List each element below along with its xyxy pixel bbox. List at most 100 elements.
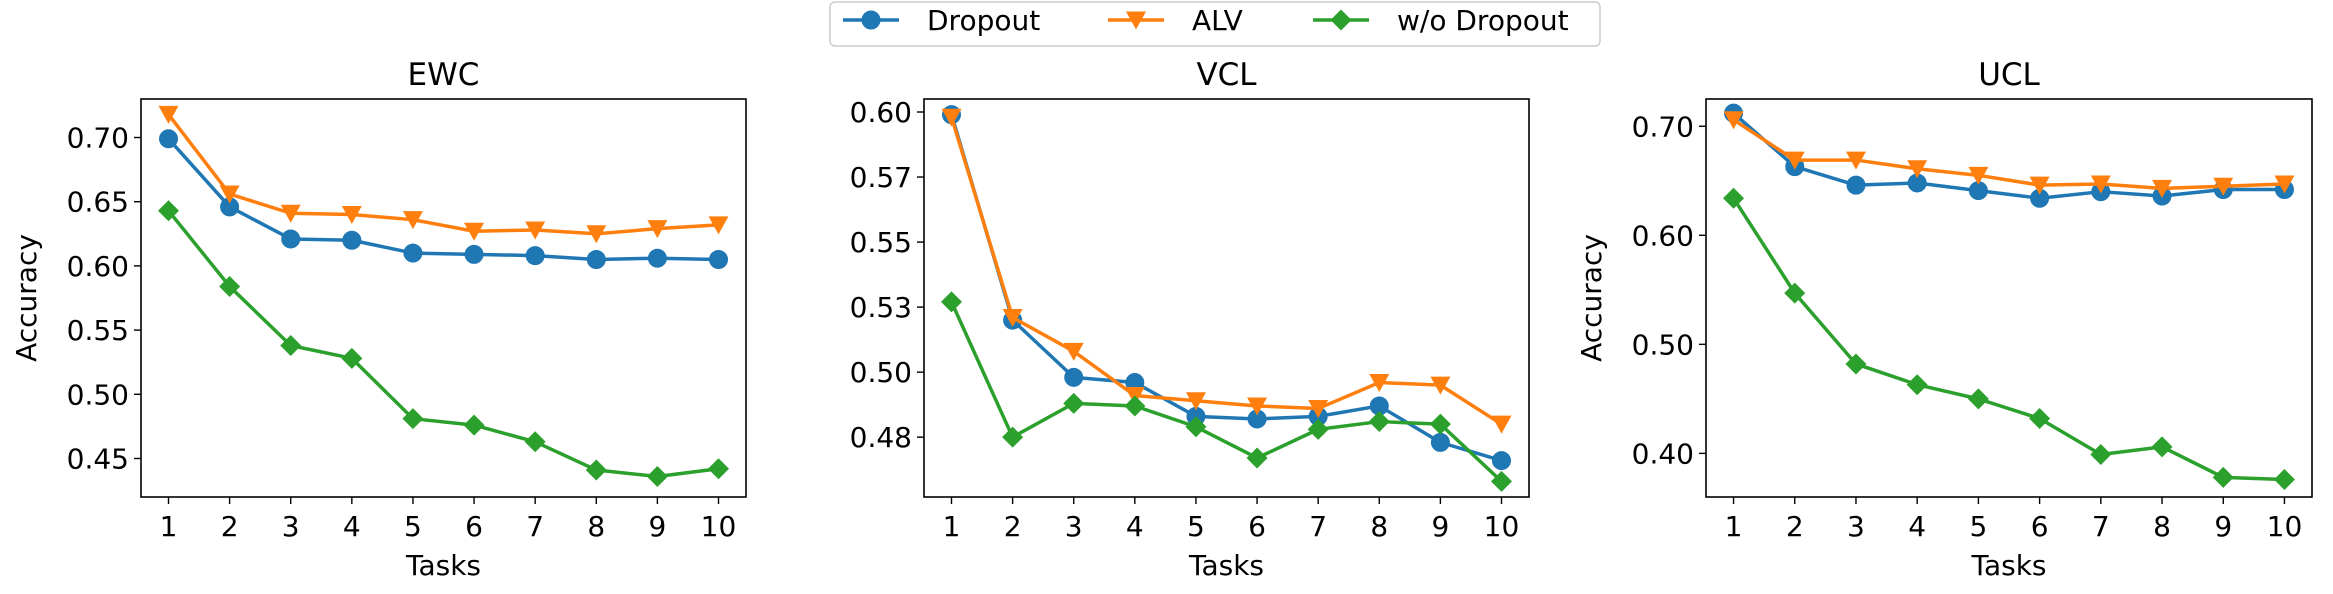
chart-title: UCL [1978, 57, 2040, 93]
data-point-alv-8 [1369, 374, 1390, 393]
x-tick-label: 9 [648, 510, 666, 543]
data-point-w-o-dropout-1 [1723, 187, 1745, 209]
x-tick-label: 2 [221, 510, 239, 543]
x-tick-label: 10 [1484, 510, 1520, 543]
data-point-w-o-dropout-1 [158, 200, 179, 222]
data-point-alv-10 [708, 216, 729, 235]
data-point-w-o-dropout-9 [646, 465, 668, 487]
data-point-dropout-7 [525, 246, 545, 266]
y-tick-label: 0.40 [1632, 437, 1694, 470]
legend-label-w-o-dropout: w/o Dropout [1397, 4, 1569, 37]
y-tick-label: 0.70 [1632, 110, 1694, 143]
data-point-alv-1 [1723, 111, 1744, 130]
data-point-alv-5 [402, 211, 423, 230]
data-point-alv-9 [1430, 376, 1451, 395]
series-line-dropout [949, 114, 1502, 463]
data-point-alv-3 [1063, 342, 1084, 361]
data-point-w-o-dropout-3 [280, 335, 302, 357]
data-point-w-o-dropout-2 [1002, 426, 1024, 448]
data-point-alv-2 [1784, 151, 1805, 170]
series-line-alv [1732, 118, 2285, 191]
x-tick-label: 7 [2092, 510, 2110, 543]
y-tick-label: 0.45 [67, 442, 129, 475]
data-point-w-o-dropout-9 [2212, 466, 2234, 488]
data-point-w-o-dropout-7 [1307, 418, 1329, 440]
x-tick-label: 4 [343, 510, 361, 543]
y-tick-label: 0.50 [1632, 328, 1694, 361]
data-point-dropout-9 [647, 248, 667, 268]
data-point-w-o-dropout-7 [2090, 443, 2112, 465]
x-tick-label: 1 [1725, 510, 1743, 543]
y-tick-label: 0.50 [67, 378, 129, 411]
data-point-w-o-dropout-2 [1784, 282, 1806, 304]
series-line-dropout [1732, 111, 2285, 200]
data-point-w-o-dropout-6 [1246, 447, 1268, 469]
data-point-dropout-5 [403, 243, 423, 263]
x-tick-label: 6 [2031, 510, 2049, 543]
series-line-w-o-dropout [1732, 197, 2285, 482]
axes-frame [140, 98, 747, 498]
data-point-dropout-9 [1430, 432, 1450, 452]
x-tick-label: 7 [1309, 510, 1327, 543]
legend-marker-dropout [861, 10, 881, 30]
data-point-w-o-dropout-7 [524, 431, 546, 453]
data-point-alv-2 [1002, 309, 1023, 328]
x-tick-label: 7 [526, 510, 544, 543]
data-point-alv-4 [1907, 160, 1928, 179]
data-point-w-o-dropout-4 [1124, 395, 1146, 417]
data-point-dropout-10 [1492, 451, 1511, 471]
x-axis-label: Tasks [405, 549, 481, 582]
x-tick-label: 4 [1126, 510, 1144, 543]
data-point-alv-7 [525, 221, 546, 240]
data-point-w-o-dropout-10 [1491, 470, 1512, 492]
subplot-ewc: 1 2 3 4 5 6 7 8 9 10 0.45 0.50 0.55 0.60 0.65 0.70 EWC Ta… [10, 57, 747, 582]
data-point-w-o-dropout-9 [1429, 413, 1451, 435]
legend-frame [829, 1, 1601, 47]
x-tick-label: 10 [2267, 510, 2303, 543]
data-point-alv-3 [280, 204, 301, 223]
data-point-alv-6 [464, 222, 485, 241]
x-tick-label: 3 [282, 510, 300, 543]
y-tick-label: 0.60 [850, 96, 912, 129]
data-point-w-o-dropout-5 [1185, 416, 1207, 438]
data-point-w-o-dropout-4 [341, 347, 363, 369]
y-tick-label: 0.57 [850, 161, 912, 194]
data-point-w-o-dropout-6 [2029, 407, 2051, 429]
data-point-w-o-dropout-6 [463, 414, 485, 436]
x-tick-label: 2 [1004, 510, 1022, 543]
data-point-dropout-10 [709, 249, 728, 269]
data-point-alv-4 [341, 206, 362, 225]
data-point-alv-6 [2029, 176, 2050, 195]
series-line-alv [949, 116, 1503, 426]
x-tick-label: 5 [1187, 510, 1205, 543]
x-tick-label: 4 [1908, 510, 1926, 543]
x-tick-label: 1 [160, 510, 178, 543]
data-point-alv-10 [1491, 415, 1512, 434]
y-tick-label: 0.60 [1632, 219, 1694, 252]
data-point-alv-3 [1845, 151, 1866, 170]
x-tick-label: 8 [587, 510, 605, 543]
data-point-w-o-dropout-3 [1063, 392, 1085, 414]
x-tick-label: 6 [1248, 510, 1266, 543]
y-tick-label: 0.65 [67, 186, 129, 219]
x-tick-label: 2 [1786, 510, 1804, 543]
series-line-dropout [167, 137, 719, 262]
data-point-alv-6 [1247, 397, 1268, 416]
data-point-w-o-dropout-5 [1967, 388, 1989, 410]
series-line-alv [167, 113, 719, 236]
data-point-dropout-3 [281, 229, 301, 249]
data-point-dropout-3 [1846, 175, 1866, 195]
legend-label-dropout: Dropout [927, 4, 1040, 37]
y-tick-label: 0.70 [67, 122, 129, 155]
data-point-alv-9 [647, 220, 668, 239]
data-point-w-o-dropout-8 [585, 459, 607, 481]
data-point-w-o-dropout-10 [708, 458, 729, 480]
data-point-w-o-dropout-8 [2151, 436, 2173, 458]
y-tick-label: 0.50 [850, 356, 912, 389]
x-axis-label: Tasks [1970, 549, 2046, 582]
series-line-w-o-dropout [949, 301, 1503, 483]
legend-marker-alv [1126, 11, 1146, 30]
x-tick-label: 3 [1847, 510, 1865, 543]
legend: Dropout ALV w/o Dropout [829, 1, 1601, 47]
